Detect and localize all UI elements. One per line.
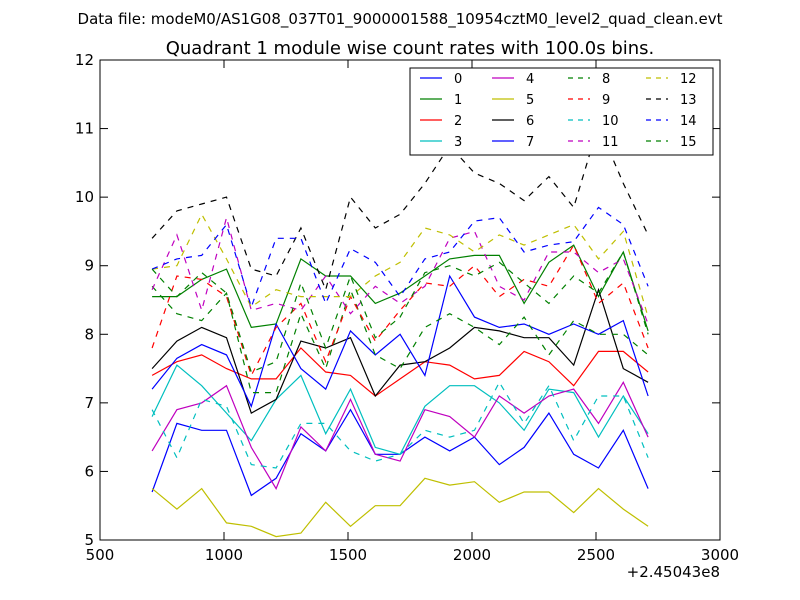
- chart-title: Quadrant 1 module wise count rates with …: [166, 38, 655, 59]
- x-tick-label: 500: [86, 546, 115, 564]
- series-line-15: [151, 250, 649, 373]
- series-line-4: [151, 381, 649, 490]
- legend-label-11: 11: [602, 135, 619, 150]
- legend-label-10: 10: [602, 114, 619, 129]
- series-line-8: [151, 285, 649, 394]
- legend-label-7: 7: [526, 135, 534, 150]
- x-offset-label: +2.45043e8: [627, 563, 720, 581]
- legend-label-9: 9: [602, 93, 610, 108]
- series-line-13: [151, 123, 649, 292]
- y-tick-label: 6: [84, 462, 94, 480]
- x-tick-label: 1000: [205, 546, 243, 564]
- series-line-6: [151, 287, 649, 414]
- legend-label-5: 5: [526, 93, 534, 108]
- y-tick-label: 11: [75, 120, 94, 138]
- legend-label-8: 8: [602, 72, 610, 87]
- x-tick-label: 1500: [329, 546, 367, 564]
- series-line-10: [151, 381, 649, 469]
- plot-frame: [99, 59, 721, 541]
- legend-label-15: 15: [680, 135, 697, 150]
- legend-label-3: 3: [454, 135, 462, 150]
- legend-label-4: 4: [526, 72, 534, 87]
- x-tick-label: 2000: [453, 546, 491, 564]
- y-tick-label: 5: [84, 531, 94, 549]
- legend-label-12: 12: [680, 72, 697, 87]
- x-tick-label: 2500: [577, 546, 615, 564]
- legend-label-2: 2: [454, 114, 462, 129]
- legend-label-1: 1: [454, 93, 462, 108]
- series-line-7: [151, 274, 649, 408]
- legend-label-14: 14: [680, 114, 697, 129]
- series-line-14: [151, 206, 649, 309]
- series-line-5: [151, 477, 649, 538]
- y-tick-label: 10: [75, 188, 94, 206]
- series-layer: [151, 123, 649, 538]
- y-tick-label: 7: [84, 394, 94, 412]
- legend-box: [409, 67, 714, 156]
- y-tick-label: 12: [75, 51, 94, 69]
- legend-label-13: 13: [680, 93, 697, 108]
- figure-suptitle: Data file: modeM0/AS1G08_037T01_90000015…: [78, 10, 723, 29]
- series-line-9: [151, 243, 649, 377]
- y-tick-label: 8: [84, 325, 94, 343]
- x-tick-label: 3000: [701, 546, 739, 564]
- series-line-1: [152, 244, 649, 332]
- series-line-11: [151, 215, 649, 325]
- series-line-12: [152, 212, 649, 318]
- legend-label-0: 0: [454, 72, 462, 87]
- y-tick-label: 9: [84, 257, 94, 275]
- legend-label-6: 6: [526, 114, 534, 129]
